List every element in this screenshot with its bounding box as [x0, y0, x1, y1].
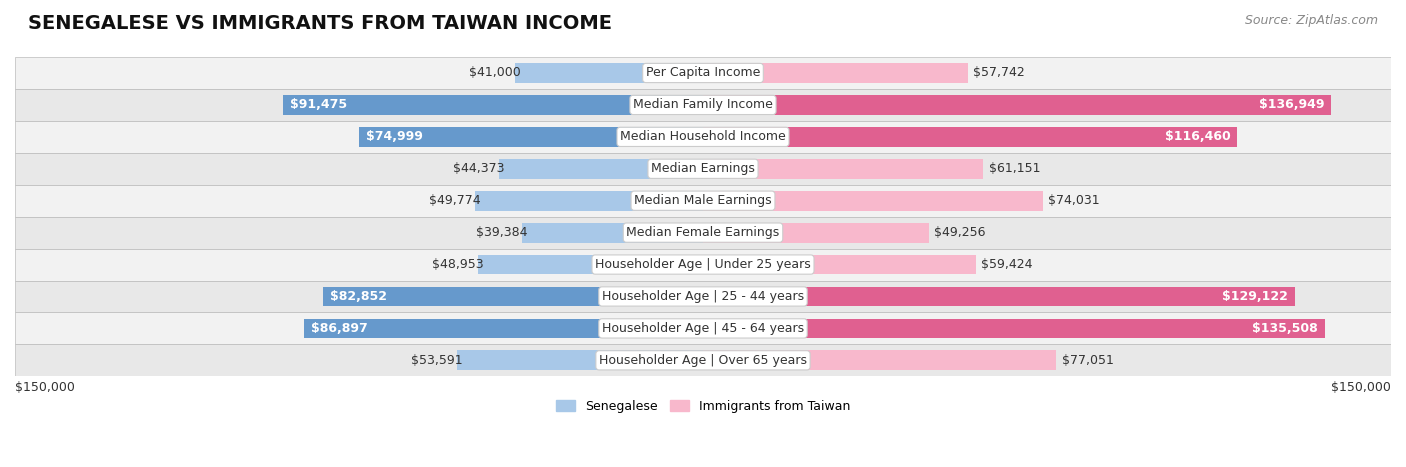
- Text: $136,949: $136,949: [1258, 99, 1324, 112]
- Bar: [15, 344, 1391, 376]
- Bar: [15, 89, 1391, 121]
- Text: $135,508: $135,508: [1251, 322, 1317, 335]
- Text: $44,373: $44,373: [454, 162, 505, 175]
- Bar: [703, 159, 983, 179]
- Bar: [15, 153, 1391, 185]
- Bar: [15, 121, 1391, 153]
- Bar: [703, 318, 1324, 338]
- Text: $57,742: $57,742: [973, 66, 1025, 79]
- Text: $48,953: $48,953: [433, 258, 484, 271]
- Bar: [15, 312, 1391, 344]
- Bar: [457, 350, 703, 370]
- Text: Householder Age | 25 - 44 years: Householder Age | 25 - 44 years: [602, 290, 804, 303]
- Text: Householder Age | Over 65 years: Householder Age | Over 65 years: [599, 354, 807, 367]
- Bar: [478, 255, 703, 275]
- Text: $41,000: $41,000: [468, 66, 520, 79]
- Text: Median Female Earnings: Median Female Earnings: [627, 226, 779, 239]
- Bar: [15, 185, 1391, 217]
- Bar: [703, 223, 929, 242]
- Text: Median Male Earnings: Median Male Earnings: [634, 194, 772, 207]
- Bar: [305, 318, 703, 338]
- Bar: [323, 287, 703, 306]
- Bar: [703, 95, 1331, 115]
- Bar: [284, 95, 703, 115]
- Text: $116,460: $116,460: [1164, 130, 1230, 143]
- Bar: [475, 191, 703, 211]
- Bar: [703, 191, 1043, 211]
- Text: Householder Age | 45 - 64 years: Householder Age | 45 - 64 years: [602, 322, 804, 335]
- Text: $74,031: $74,031: [1047, 194, 1099, 207]
- Bar: [703, 255, 976, 275]
- Text: $39,384: $39,384: [477, 226, 527, 239]
- Text: $150,000: $150,000: [15, 381, 75, 394]
- Text: Median Earnings: Median Earnings: [651, 162, 755, 175]
- Bar: [15, 281, 1391, 312]
- Text: $129,122: $129,122: [1222, 290, 1288, 303]
- Bar: [15, 57, 1391, 89]
- Text: $77,051: $77,051: [1062, 354, 1114, 367]
- Text: $86,897: $86,897: [311, 322, 368, 335]
- Text: $82,852: $82,852: [330, 290, 387, 303]
- Text: $59,424: $59,424: [981, 258, 1032, 271]
- Text: SENEGALESE VS IMMIGRANTS FROM TAIWAN INCOME: SENEGALESE VS IMMIGRANTS FROM TAIWAN INC…: [28, 14, 612, 33]
- Bar: [703, 127, 1237, 147]
- Text: $150,000: $150,000: [1331, 381, 1391, 394]
- Text: $74,999: $74,999: [366, 130, 423, 143]
- Text: Median Household Income: Median Household Income: [620, 130, 786, 143]
- Text: $91,475: $91,475: [290, 99, 347, 112]
- Text: Householder Age | Under 25 years: Householder Age | Under 25 years: [595, 258, 811, 271]
- Text: Per Capita Income: Per Capita Income: [645, 66, 761, 79]
- Bar: [703, 350, 1056, 370]
- Bar: [499, 159, 703, 179]
- Text: $49,774: $49,774: [429, 194, 481, 207]
- Bar: [15, 217, 1391, 248]
- Text: $61,151: $61,151: [988, 162, 1040, 175]
- Bar: [523, 223, 703, 242]
- Bar: [703, 287, 1295, 306]
- Bar: [703, 63, 967, 83]
- Legend: Senegalese, Immigrants from Taiwan: Senegalese, Immigrants from Taiwan: [551, 395, 855, 418]
- Bar: [15, 248, 1391, 281]
- Text: Median Family Income: Median Family Income: [633, 99, 773, 112]
- Text: $53,591: $53,591: [411, 354, 463, 367]
- Bar: [515, 63, 703, 83]
- Text: $49,256: $49,256: [935, 226, 986, 239]
- Bar: [359, 127, 703, 147]
- Text: Source: ZipAtlas.com: Source: ZipAtlas.com: [1244, 14, 1378, 27]
